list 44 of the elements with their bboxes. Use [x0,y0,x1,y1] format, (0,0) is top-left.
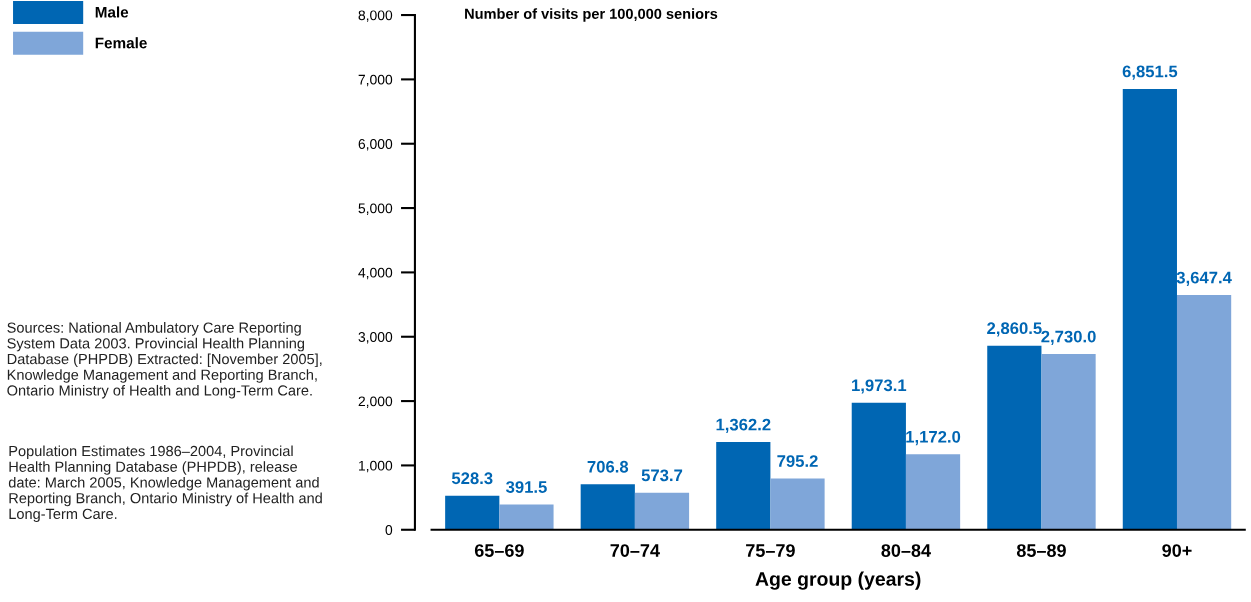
data-label: 528.3 [451,472,493,485]
y-tick-label: 4,000 [358,267,393,280]
y-tick-label: 2,000 [358,396,393,408]
x-tick-label: 65–69 [474,544,524,557]
bar [770,478,825,530]
x-tick-label: 80–84 [881,544,931,557]
data-label: 2,730.0 [1041,330,1096,345]
bar [1176,295,1232,530]
data-label: 6,851.5 [1122,65,1178,80]
y-tick-label: 3,000 [358,332,393,344]
data-label: 573.7 [641,469,683,482]
data-label: 2,860.5 [987,322,1042,337]
data-label: 391.5 [505,481,547,493]
legend-label: Female [95,37,147,49]
x-axis-title: Age group (years) [755,571,921,590]
x-tick-label: 90+ [1162,544,1192,557]
y-tick-label: 7,000 [358,74,393,87]
x-tick-label: 85–89 [1016,544,1066,557]
data-label: 795.2 [777,455,818,467]
bar [499,504,554,530]
x-tick-label: 70–74 [610,544,660,557]
bar [1122,88,1177,530]
data-label: 1,973.1 [852,379,907,394]
bar [987,345,1042,530]
y-tick-label: 8,000 [358,10,393,22]
legend-label: Male [95,6,129,18]
y-axis-title: Number of visits per 100,000 seniors [465,8,718,22]
y-tick-label: 1,000 [359,460,393,473]
bar [851,402,906,530]
y-tick-label: 5,000 [358,203,393,215]
text: Population Estimates 1986–2004, Provincial Health Planning Database (PHPDB), release date: March 2005, Knowledge Management and Reporting Branch, Ontario Ministry of Health and Long-Term Care. [8,445,322,522]
bar [905,454,961,530]
y-tick-label: 0 [385,525,393,535]
bar [716,442,771,530]
data-label: 706.8 [587,460,629,473]
bar [1041,354,1096,530]
bar [580,484,635,530]
data-label: 1,362.2 [716,418,771,433]
data-label: 1,172.0 [906,430,961,446]
source-note: Sources: National Ambulatory Care Reporting System Data 2003. Provincial Health Planning Database (PHPDB) Extracted: [November 2005], Knowledge Management and Reporting Branch, Ontario Ministry of Health and Long-Term Care. [7,322,322,399]
bar [634,492,690,530]
bar [445,495,500,530]
x-tick-label: 75–79 [746,544,795,557]
y-tick-label: 6,000 [358,139,393,151]
